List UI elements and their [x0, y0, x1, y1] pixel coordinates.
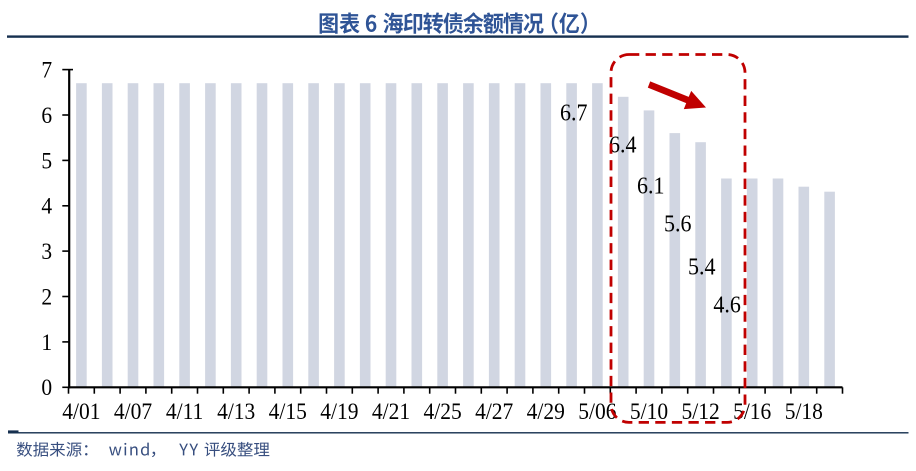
svg-text:3: 3 — [41, 238, 52, 264]
svg-text:4/19: 4/19 — [320, 398, 358, 424]
svg-text:5/06: 5/06 — [578, 398, 616, 424]
svg-text:5: 5 — [41, 148, 52, 174]
svg-text:5.4: 5.4 — [688, 254, 716, 281]
svg-text:4/21: 4/21 — [372, 398, 410, 424]
svg-text:4.6: 4.6 — [713, 291, 740, 318]
svg-text:4/01: 4/01 — [62, 398, 100, 424]
svg-text:4/13: 4/13 — [217, 398, 255, 424]
svg-text:4/07: 4/07 — [114, 398, 152, 424]
svg-text:1: 1 — [41, 329, 52, 355]
svg-text:4/25: 4/25 — [423, 398, 461, 424]
svg-text:5.6: 5.6 — [664, 211, 691, 238]
svg-text:5/10: 5/10 — [630, 398, 668, 424]
svg-text:5/16: 5/16 — [733, 398, 771, 424]
svg-text:6: 6 — [41, 102, 52, 128]
svg-text:4: 4 — [41, 193, 52, 219]
svg-text:0: 0 — [41, 375, 52, 401]
svg-text:7: 7 — [41, 57, 52, 83]
svg-text:6.4: 6.4 — [609, 132, 637, 159]
svg-text:4/15: 4/15 — [269, 398, 307, 424]
svg-text:4/27: 4/27 — [475, 398, 513, 424]
svg-text:4/29: 4/29 — [527, 398, 565, 424]
svg-text:6.1: 6.1 — [637, 173, 664, 200]
svg-text:4/11: 4/11 — [166, 398, 203, 424]
svg-text:5/18: 5/18 — [785, 398, 823, 424]
svg-text:6.7: 6.7 — [560, 100, 587, 127]
svg-text:2: 2 — [41, 284, 52, 310]
svg-text:5/12: 5/12 — [681, 398, 719, 424]
